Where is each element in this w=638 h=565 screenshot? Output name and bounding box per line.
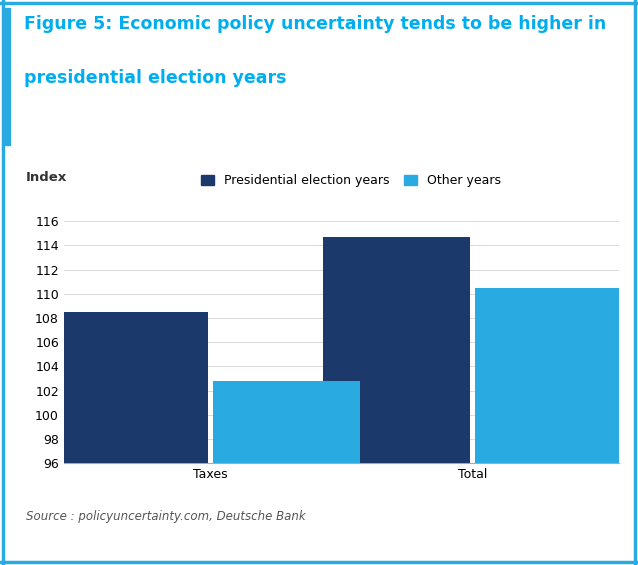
Bar xyxy=(475,288,621,565)
Legend: Presidential election years, Other years: Presidential election years, Other years xyxy=(201,174,501,188)
Bar xyxy=(213,381,360,565)
Bar xyxy=(323,237,470,565)
Text: Figure 5: Economic policy uncertainty tends to be higher in: Figure 5: Economic policy uncertainty te… xyxy=(24,15,607,33)
Bar xyxy=(5,8,10,145)
Text: Source : policyuncertainty.com, Deutsche Bank: Source : policyuncertainty.com, Deutsche… xyxy=(26,510,305,523)
Text: Index: Index xyxy=(26,171,67,185)
Text: presidential election years: presidential election years xyxy=(24,68,286,86)
Bar xyxy=(61,312,208,565)
